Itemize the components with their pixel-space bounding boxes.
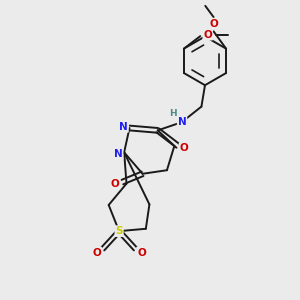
Text: S: S	[115, 226, 123, 236]
Text: H: H	[169, 109, 176, 118]
Text: O: O	[179, 143, 188, 153]
Text: O: O	[92, 248, 101, 257]
Text: N: N	[119, 122, 128, 132]
Text: O: O	[203, 30, 212, 40]
Text: N: N	[178, 117, 187, 127]
Text: N: N	[114, 149, 123, 159]
Text: O: O	[209, 19, 218, 29]
Text: O: O	[111, 179, 120, 189]
Text: O: O	[137, 248, 146, 257]
